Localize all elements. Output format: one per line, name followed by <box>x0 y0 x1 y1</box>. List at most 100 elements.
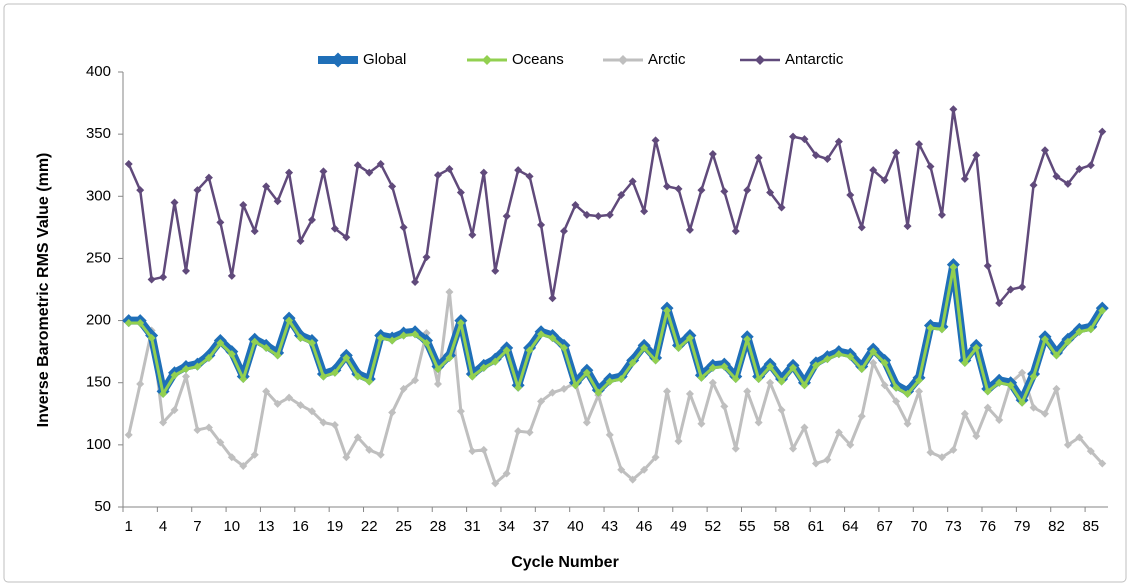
data-point <box>708 378 717 387</box>
data-point <box>617 191 626 200</box>
data-point <box>1006 381 1015 390</box>
data-point <box>811 459 820 468</box>
data-point <box>330 224 339 233</box>
data-point <box>1052 172 1061 181</box>
data-point <box>834 428 843 437</box>
data-point <box>399 384 408 393</box>
data-point <box>559 384 568 393</box>
legend-label: Arctic <box>648 51 686 68</box>
data-point <box>892 148 901 157</box>
data-point <box>273 197 282 206</box>
data-point <box>514 166 523 175</box>
data-point <box>777 406 786 415</box>
data-point <box>330 368 339 377</box>
data-point <box>1029 403 1038 412</box>
data-point <box>949 105 958 114</box>
data-point <box>915 140 924 149</box>
data-point <box>720 402 729 411</box>
data-point <box>433 365 442 374</box>
data-point <box>846 352 855 361</box>
data-point <box>995 299 1004 308</box>
data-point <box>1063 440 1072 449</box>
data-point <box>468 230 477 239</box>
data-point <box>365 168 374 177</box>
legend-marker <box>618 55 628 65</box>
data-point <box>388 336 397 345</box>
data-point <box>640 343 649 352</box>
data-point <box>972 343 981 352</box>
data-point <box>937 210 946 219</box>
data-point <box>617 465 626 474</box>
data-point <box>353 433 362 442</box>
x-tick-label: 61 <box>808 518 825 535</box>
data-point <box>307 407 316 416</box>
data-point <box>136 186 145 195</box>
data-point <box>571 200 580 209</box>
data-point <box>170 198 179 207</box>
data-point <box>216 438 225 447</box>
data-point <box>697 186 706 195</box>
data-point <box>147 333 156 342</box>
data-point <box>227 350 236 359</box>
data-point <box>960 174 969 183</box>
data-point <box>525 428 534 437</box>
data-point <box>685 333 694 342</box>
data-point <box>502 469 511 478</box>
data-point <box>525 172 534 181</box>
y-tick-label: 150 <box>86 374 111 391</box>
data-point <box>319 372 328 381</box>
data-point <box>720 362 729 371</box>
data-point <box>697 419 706 428</box>
data-point <box>663 182 672 191</box>
data-point <box>674 184 683 193</box>
data-point <box>273 351 282 360</box>
data-point <box>823 355 832 364</box>
data-point <box>617 374 626 383</box>
data-point <box>559 227 568 236</box>
data-point <box>800 381 809 390</box>
data-point <box>640 207 649 216</box>
data-point <box>296 333 305 342</box>
x-tick-label: 76 <box>979 518 996 535</box>
data-point <box>708 363 717 372</box>
data-point <box>411 278 420 287</box>
data-point <box>605 377 614 386</box>
data-point <box>582 210 591 219</box>
data-point <box>594 388 603 397</box>
data-point <box>1041 146 1050 155</box>
data-point <box>869 347 878 356</box>
data-point <box>800 423 809 432</box>
data-point <box>159 389 168 398</box>
data-point <box>285 393 294 402</box>
data-point <box>502 346 511 355</box>
data-point <box>181 372 190 381</box>
data-point <box>720 187 729 196</box>
data-point <box>777 377 786 386</box>
x-tick-label: 46 <box>636 518 653 535</box>
data-point <box>479 168 488 177</box>
series-line <box>127 108 1104 305</box>
data-point <box>995 416 1004 424</box>
data-point <box>376 333 385 342</box>
data-point <box>388 408 397 417</box>
data-point <box>697 373 706 382</box>
y-tick-label: 400 <box>86 63 111 80</box>
data-point <box>204 173 213 182</box>
data-point <box>514 383 523 392</box>
data-point <box>216 218 225 227</box>
x-tick-label: 58 <box>773 518 790 535</box>
data-point <box>491 357 500 366</box>
x-tick-label: 37 <box>533 518 550 535</box>
x-tick-label: 13 <box>258 518 275 535</box>
data-point <box>445 353 454 362</box>
data-point <box>766 188 775 197</box>
legend-label: Oceans <box>512 51 564 68</box>
data-point <box>239 200 248 209</box>
data-point <box>1052 384 1061 393</box>
data-point <box>1098 459 1107 468</box>
data-point <box>456 188 465 197</box>
data-point <box>537 220 546 229</box>
data-point <box>582 368 591 377</box>
data-point <box>834 350 843 359</box>
data-point <box>433 379 442 388</box>
